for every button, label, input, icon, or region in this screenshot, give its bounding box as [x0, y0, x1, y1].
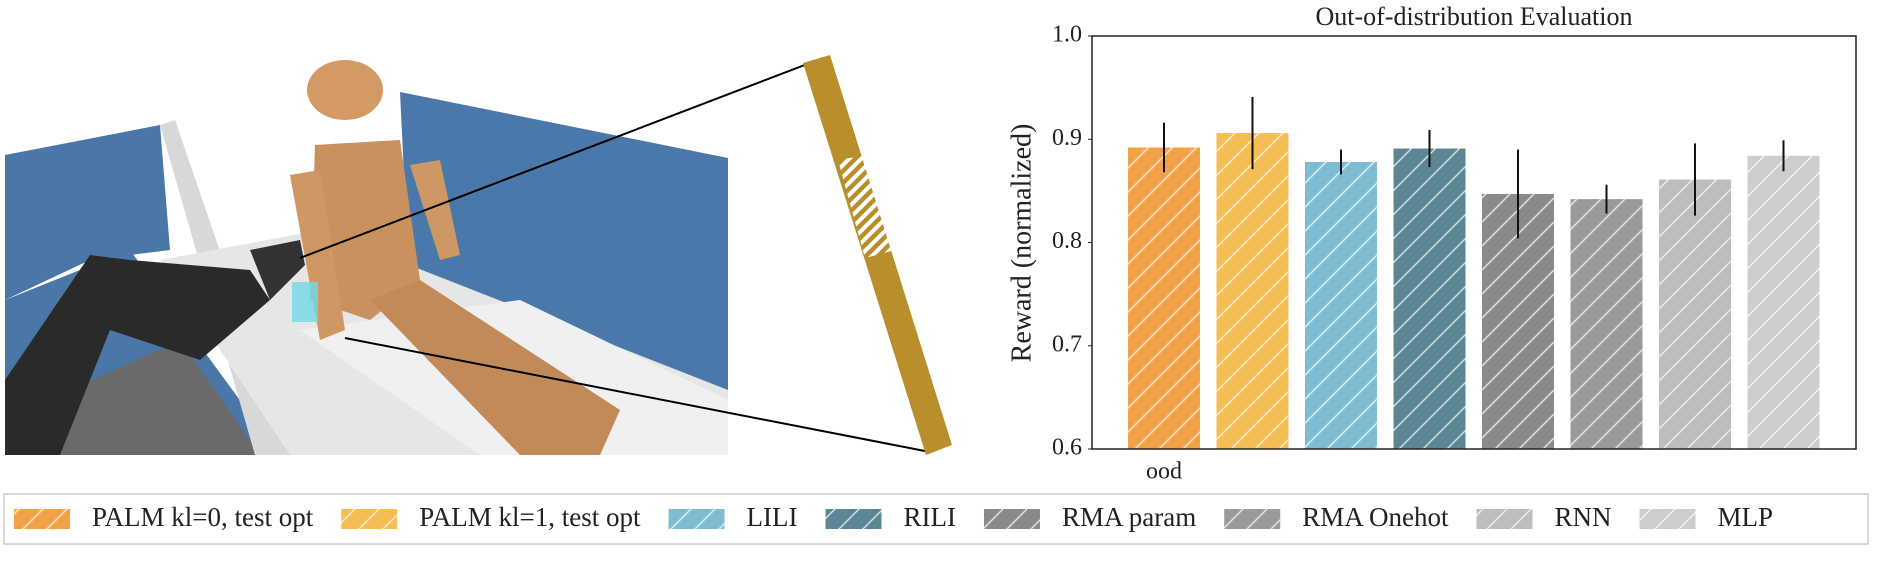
legend-hatch [983, 509, 1040, 529]
y-tick-label: 0.7 [1052, 331, 1082, 357]
legend-label: LILI [747, 502, 798, 532]
bar-hatch [1128, 147, 1200, 449]
scene-illustration [5, 55, 952, 455]
legend-hatch [668, 509, 725, 529]
legend-label: RMA Onehot [1302, 502, 1449, 532]
y-tick-label: 0.8 [1052, 228, 1082, 254]
bar-hatch [1305, 161, 1377, 449]
legend-label: PALM kl=1, test opt [419, 502, 641, 532]
plot-frame [1091, 35, 1857, 450]
legend-hatch [1639, 509, 1696, 529]
y-tick-label: 0.9 [1052, 125, 1082, 151]
legend-hatch [1224, 509, 1281, 529]
bar-hatch [1747, 155, 1820, 449]
bar-hatch [1393, 148, 1466, 450]
chart-title: Out-of-distribution Evaluation [1315, 2, 1632, 31]
y-tick-label: 1.0 [1052, 22, 1082, 48]
bar-hatch [1659, 179, 1731, 449]
legend-label: RILI [904, 502, 956, 532]
bar-hatch [1216, 133, 1289, 449]
legend-hatch [341, 509, 398, 529]
y-tick-label: 0.6 [1052, 435, 1082, 461]
x-tick-label: ood [1146, 459, 1182, 485]
legend-hatch [825, 509, 882, 529]
legend-hatch [1476, 509, 1533, 529]
legend-label: PALM kl=0, test opt [92, 502, 314, 532]
legend-label: MLP [1718, 502, 1774, 532]
legend-label: RNN [1555, 502, 1612, 532]
legend-label: RMA param [1062, 502, 1196, 532]
y-axis-label: Reward (normalized) [1006, 124, 1037, 363]
legend-box [3, 493, 1869, 545]
bar-hatch [1570, 199, 1643, 449]
legend-hatch [14, 509, 70, 529]
